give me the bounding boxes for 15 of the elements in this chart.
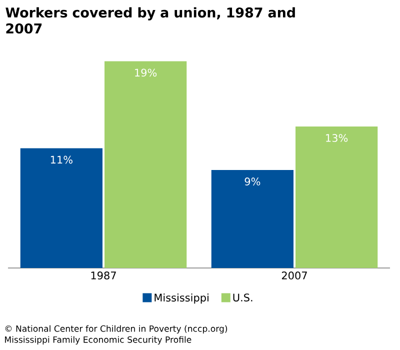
bar [20, 148, 102, 268]
bar [211, 170, 294, 268]
data-label: 13% [326, 134, 348, 142]
data-label: 19% [135, 68, 157, 77]
bar [104, 61, 187, 268]
text: Mississippi Family Economic Security Profile [5, 336, 192, 344]
chart-title: Workers covered by a union, 1987 and 2007 [6, 7, 295, 34]
data-label: 11% [50, 156, 72, 164]
bar [296, 126, 378, 268]
text: © National Center for Children in Poverty (nccp.org) [5, 325, 228, 334]
legend-label: U.S. [233, 294, 252, 302]
legend-label: Mississippi [154, 293, 208, 304]
x-tick-label: 2007 [282, 272, 307, 280]
x-tick-label: 1987 [91, 272, 116, 280]
data-label: 9% [244, 178, 260, 186]
